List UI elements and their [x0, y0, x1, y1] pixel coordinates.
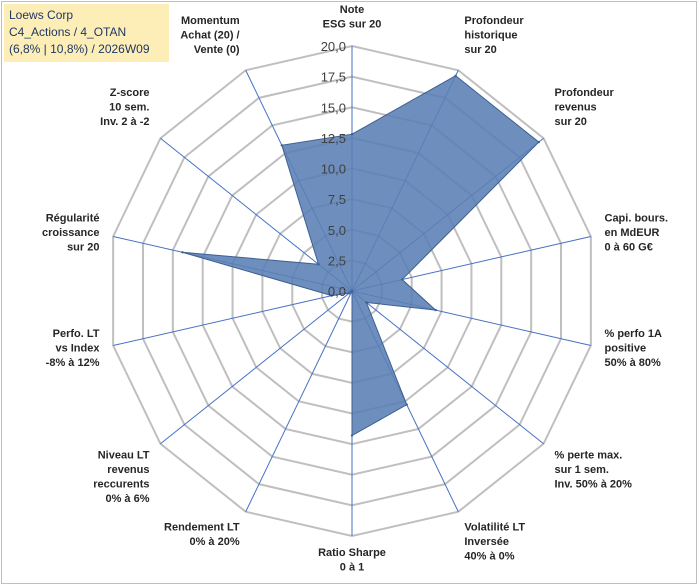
category-label-line: -8% à 12%	[46, 357, 100, 369]
company-name: Loews Corp	[9, 8, 74, 22]
category-label-line: revenus	[554, 102, 596, 114]
category-label: Ratio Sharpe 0 à 1	[318, 547, 386, 574]
category-label-line: vs Index	[55, 342, 100, 354]
data-point	[350, 434, 354, 437]
data-point	[350, 289, 354, 293]
axis-spoke	[245, 290, 353, 512]
data-point	[317, 263, 320, 266]
category-label-line: croissance	[42, 227, 99, 239]
category-label-line: Capi. bours.	[605, 213, 669, 225]
category-label-line: historique	[464, 30, 517, 42]
series-area	[181, 74, 540, 437]
category-label: Perfo. LT vs Index -8% à 12%	[46, 328, 101, 369]
data-point	[181, 251, 184, 254]
data-point	[537, 140, 540, 144]
category-label: Régularité croissance sur 20	[42, 213, 99, 254]
category-label-line: 0% à 20%	[189, 536, 239, 548]
category-label-line: Inv. 2 à -2	[100, 116, 149, 128]
category-label-line: Régularité	[46, 213, 100, 225]
category-label-line: 0 à 60 G€	[605, 242, 653, 254]
category-label-line: positive	[605, 342, 647, 354]
data-point	[350, 133, 354, 136]
category-label-line: % perfo 1A	[605, 328, 663, 340]
category-label-line: en MdEUR	[605, 227, 660, 239]
category-label-line: Note	[340, 4, 364, 16]
data-point	[405, 403, 408, 406]
data-point	[365, 301, 368, 304]
category-label-line: Inversée	[464, 536, 509, 548]
tick-label: 12,5	[321, 131, 346, 146]
category-label-line: sur 1 sem.	[554, 464, 608, 476]
tick-label: 10,0	[321, 162, 346, 177]
tick-label: 7,5	[328, 192, 346, 207]
category-label: Note ESG sur 20	[323, 4, 382, 31]
tick-label: 0,0	[328, 284, 346, 299]
category-label-line: Ratio Sharpe	[318, 547, 386, 559]
category-label-line: Inv. 50% à 20%	[554, 478, 632, 490]
category-label-line: Volatilité LT	[464, 521, 525, 533]
category-label-line: revenus	[107, 464, 149, 476]
category-labels: Note ESG sur 20 Profondeur historique sur 20…	[42, 4, 668, 574]
category-label-line: reccurents	[93, 478, 149, 490]
data-point	[280, 144, 284, 147]
data-point	[434, 308, 437, 312]
category-label-line: Perfo. LT	[53, 328, 100, 340]
category-label: % perfo 1A positive 50% à 80%	[605, 328, 663, 369]
category-label-line: Profondeur	[554, 87, 614, 99]
tick-label: 17,5	[321, 70, 346, 85]
category-label-line: Achat (20) /	[180, 30, 239, 42]
category-label-line: sur 20	[67, 242, 99, 254]
tick-label: 20,0	[321, 39, 346, 54]
data-point	[400, 278, 404, 281]
category-label-line: 50% à 80%	[605, 357, 661, 369]
axis-spoke	[160, 290, 353, 445]
category-label-line: 0 à 1	[340, 562, 364, 574]
portfolio-category: C4_Actions / 4_OTAN	[9, 25, 127, 39]
category-label: Niveau LT revenus reccurents 0% à 6%	[93, 449, 150, 505]
category-label-line: sur 20	[464, 44, 496, 56]
data-point	[330, 294, 333, 297]
performance-period: (6,8% | 10,8%) / 2026W09	[9, 42, 150, 56]
tick-label: 2,5	[328, 253, 346, 268]
data-point	[454, 74, 457, 77]
category-label: Volatilité LT Inversée 40% à 0%	[464, 521, 525, 562]
axis-spoke	[113, 290, 353, 347]
data-point	[347, 292, 351, 295]
category-label-line: % perte max.	[554, 449, 622, 461]
category-label-line: 0% à 6%	[105, 493, 149, 505]
category-label: Capi. bours. en MdEUR 0 à 60 G€	[605, 213, 669, 254]
category-label-line: Niveau LT	[98, 449, 150, 461]
category-label-line: Rendement LT	[164, 521, 240, 533]
category-label: Z-score 10 sem. Inv. 2 à -2	[100, 87, 149, 128]
category-label: Momentum Achat (20) / Vente (0)	[180, 15, 240, 56]
category-label-line: 40% à 0%	[464, 550, 514, 562]
radial-tick-labels: 0,0 2,5 5,0 7,5 10,0 12,5 15,0 17,5 20,0	[321, 39, 346, 299]
category-label-line: Momentum	[181, 15, 240, 27]
tick-label: 15,0	[321, 100, 346, 115]
category-label: Profondeur revenus sur 20	[554, 87, 614, 128]
category-label: Rendement LT 0% à 20%	[164, 521, 240, 548]
category-label-line: Z-score	[110, 87, 150, 99]
category-label-line: Vente (0)	[194, 44, 240, 56]
tick-label: 5,0	[328, 223, 346, 238]
category-label-line: ESG sur 20	[323, 19, 382, 31]
category-label-line: Profondeur	[464, 15, 524, 27]
title-box: Loews Corp C4_Actions / 4_OTAN (6,8% | 1…	[4, 4, 169, 62]
axis-spoke	[351, 290, 544, 445]
category-label-line: 10 sem.	[109, 102, 149, 114]
category-label-line: sur 20	[554, 116, 586, 128]
category-label: % perte max. sur 1 sem. Inv. 50% à 20%	[554, 449, 632, 490]
category-label: Profondeur historique sur 20	[464, 15, 524, 56]
